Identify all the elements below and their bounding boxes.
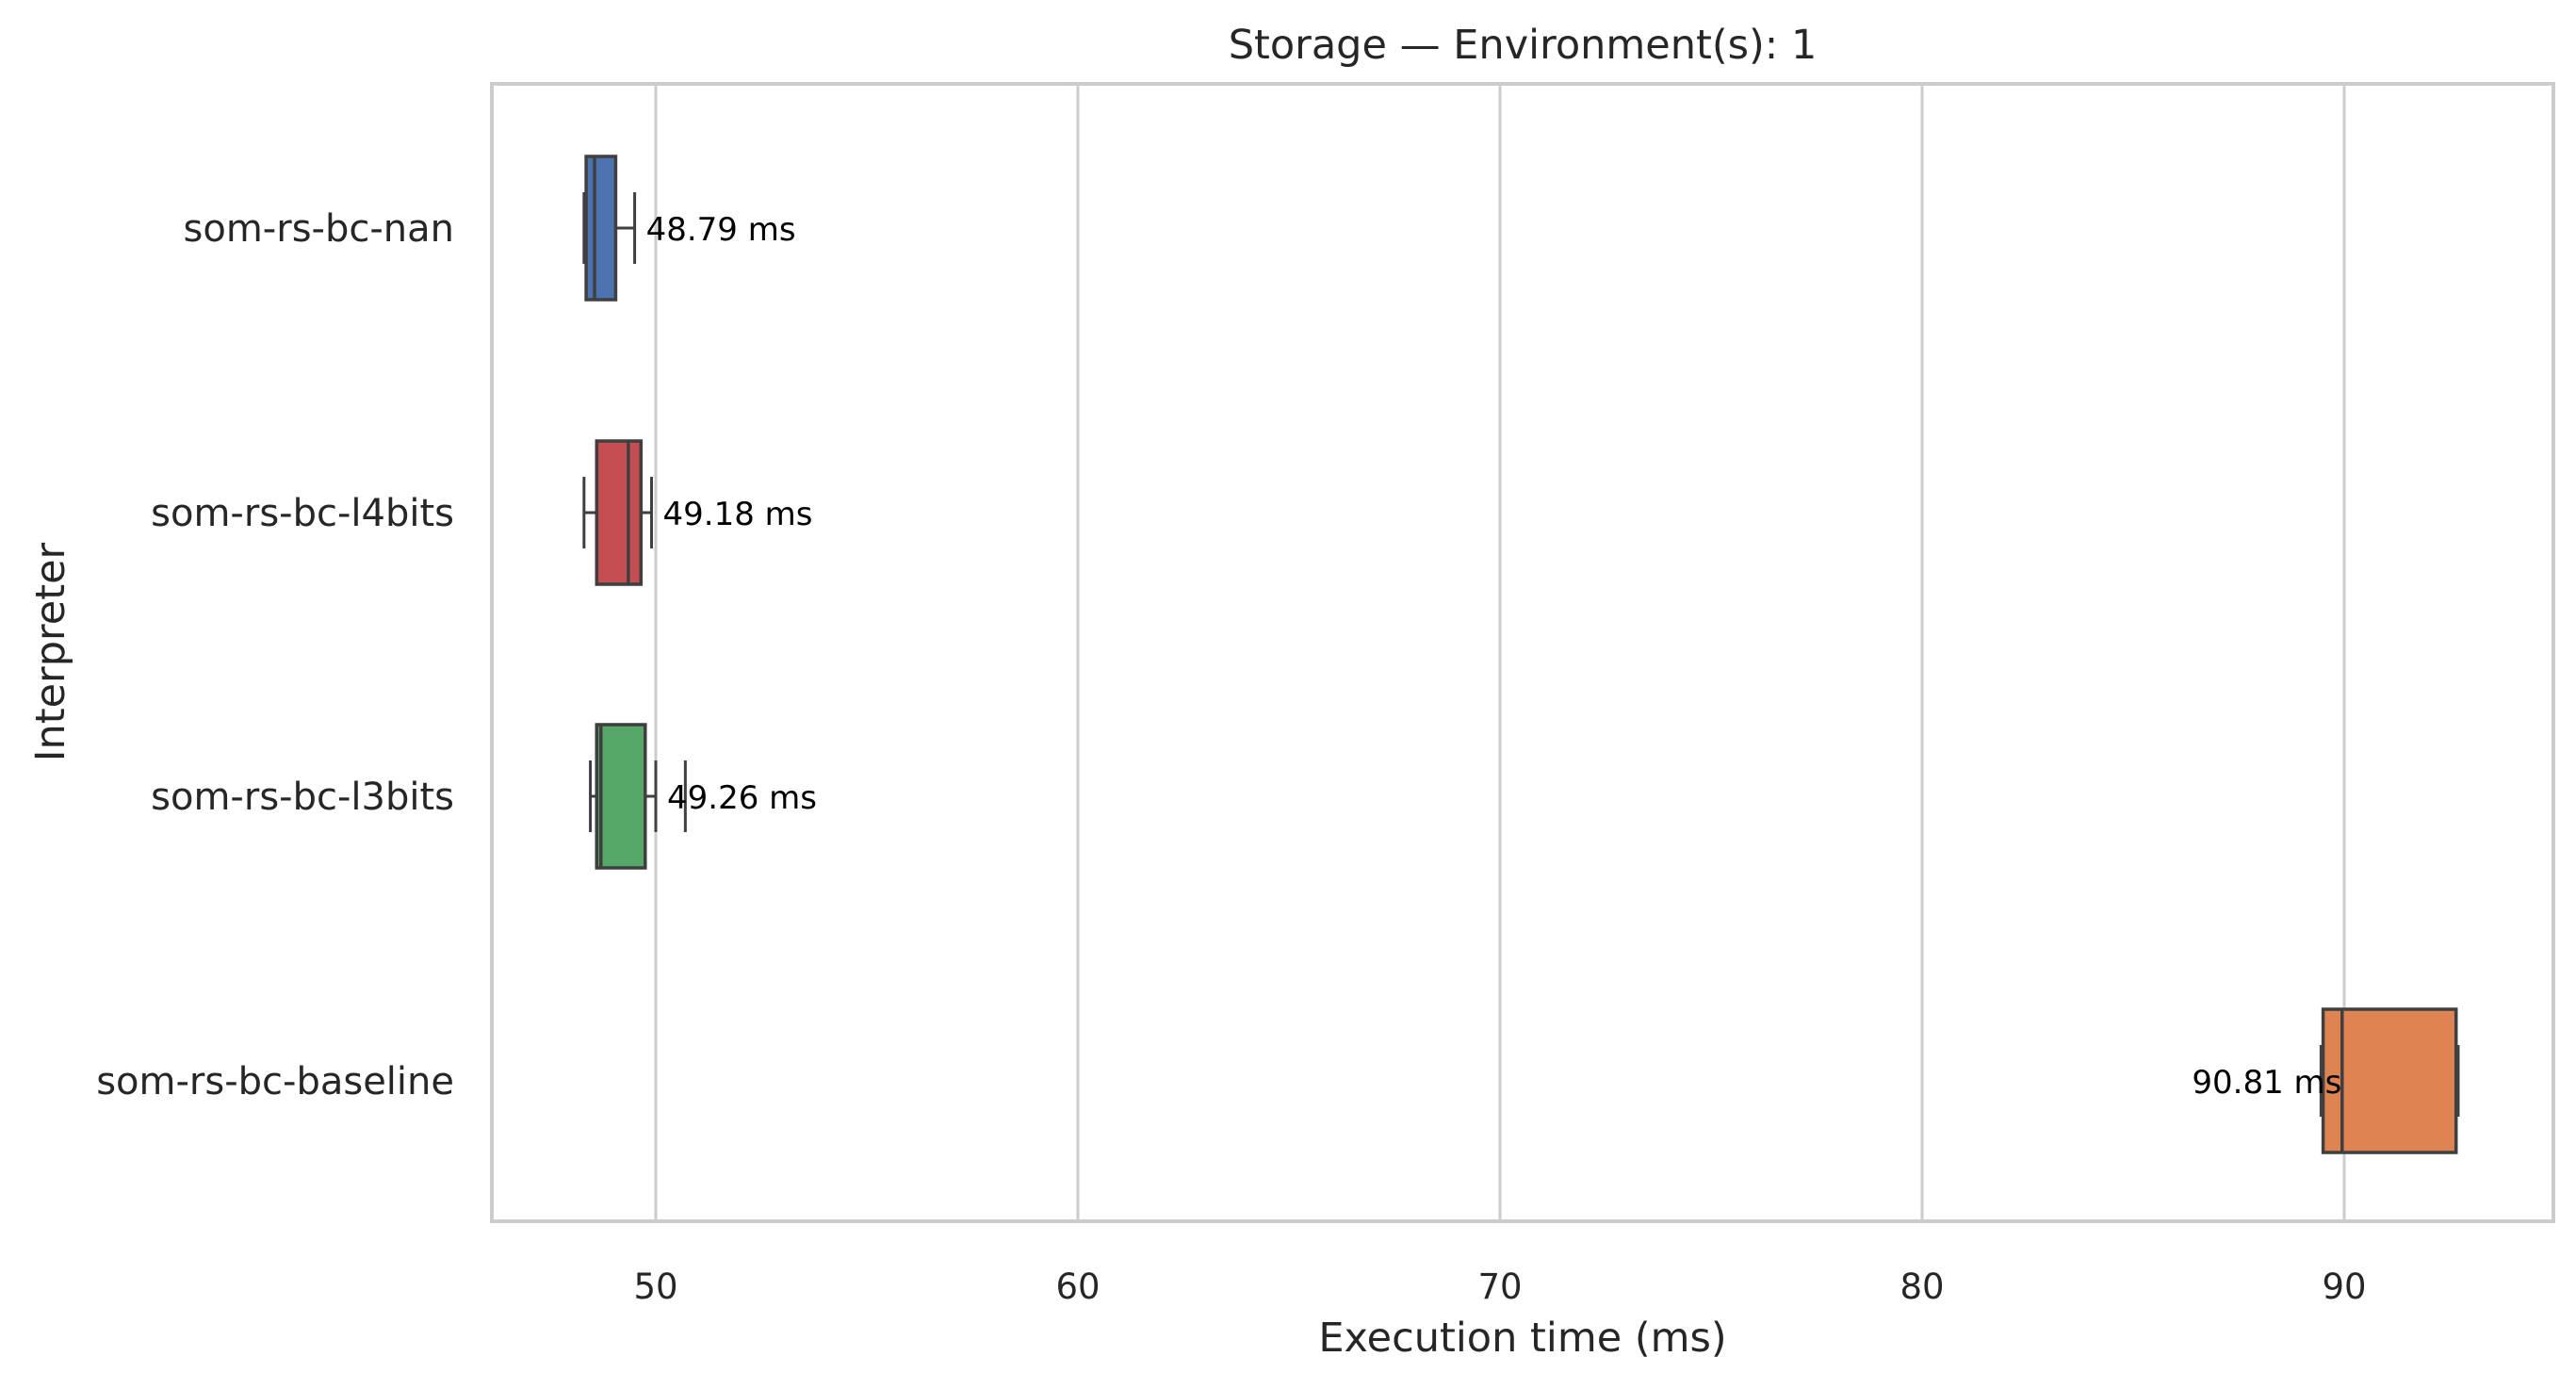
x-tick-labels: 50 60 70 80 90: [633, 1266, 2366, 1307]
box-som-rs-bc-l3bits: 49.26 ms: [589, 723, 817, 870]
y-tick-label: som-rs-bc-l4bits: [151, 492, 454, 535]
mean-annotation: 49.18 ms: [663, 496, 813, 533]
x-tick-label: 90: [2322, 1266, 2366, 1307]
box-iqr: [595, 439, 644, 586]
box-som-rs-bc-nan: 48.79 ms: [582, 155, 796, 302]
grid-lines: [654, 84, 2346, 1221]
mean-annotation: 90.81 ms: [2192, 1064, 2341, 1102]
y-tick-labels: som-rs-bc-nan som-rs-bc-l4bits som-rs-bc-l…: [96, 207, 454, 1103]
x-tick-label: 60: [1055, 1266, 1100, 1307]
y-tick-label: som-rs-bc-nan: [184, 207, 454, 251]
x-tick-label: 70: [1477, 1266, 1522, 1307]
box-iqr: [2321, 1007, 2458, 1154]
plot-frame: [490, 82, 2555, 1223]
chart-title: Storage — Environment(s): 1: [1229, 22, 1818, 69]
y-tick-label: som-rs-bc-baseline: [96, 1060, 454, 1103]
x-tick-label: 80: [1899, 1266, 1944, 1307]
box-iqr: [584, 155, 618, 302]
y-tick-label: som-rs-bc-l3bits: [151, 776, 454, 819]
box-som-rs-bc-baseline: 90.81 ms: [2192, 1007, 2460, 1154]
x-tick-label: 50: [633, 1266, 677, 1307]
box-iqr: [595, 723, 647, 870]
mean-annotation: 48.79 ms: [646, 211, 796, 249]
y-axis-label: Interpreter: [27, 542, 74, 761]
box-series: 48.79 ms 49.18 ms 49.26 ms 90.81 ms: [582, 155, 2460, 1154]
x-axis-label: Execution time (ms): [1318, 1315, 1726, 1362]
box-som-rs-bc-l4bits: 49.18 ms: [582, 439, 813, 586]
mean-annotation: 49.26 ms: [667, 779, 817, 817]
